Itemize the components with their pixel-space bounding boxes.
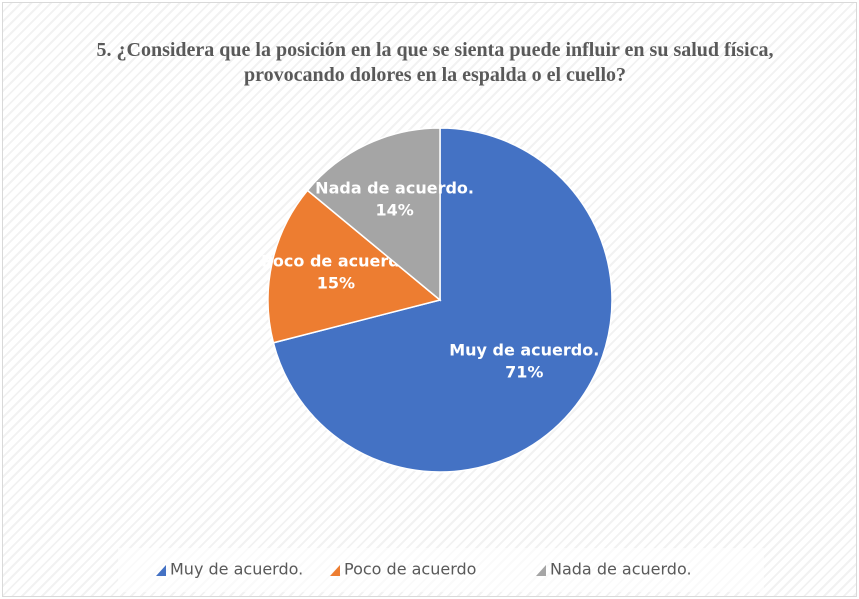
legend-marker <box>330 565 340 576</box>
chart-title: 5. ¿Considera que la posición en la que … <box>96 39 774 86</box>
data-label-value: 14% <box>375 201 413 220</box>
data-label-value: 71% <box>505 362 543 381</box>
pie-slice <box>306 127 441 302</box>
data-label: Poco de acuerdo 15% <box>261 252 411 293</box>
data-label-value: 15% <box>317 274 355 293</box>
data-label-name: Nada de acuerdo. <box>315 179 474 198</box>
legend-marker <box>156 565 166 576</box>
data-label: Muy de acuerdo. 71% <box>449 340 599 381</box>
legend-label: Poco de acuerdo <box>344 560 476 579</box>
data-label-name: Muy de acuerdo. <box>449 340 599 359</box>
data-label: Nada de acuerdo. 14% <box>315 179 474 220</box>
data-label-name: Poco de acuerdo <box>261 252 411 271</box>
legend-label: Muy de acuerdo. <box>170 560 303 579</box>
pie-slice <box>272 127 613 473</box>
pie-slice <box>267 189 442 344</box>
legend-label: Nada de acuerdo. <box>550 560 692 579</box>
legend-marker <box>536 565 546 576</box>
legend-box <box>118 548 764 592</box>
